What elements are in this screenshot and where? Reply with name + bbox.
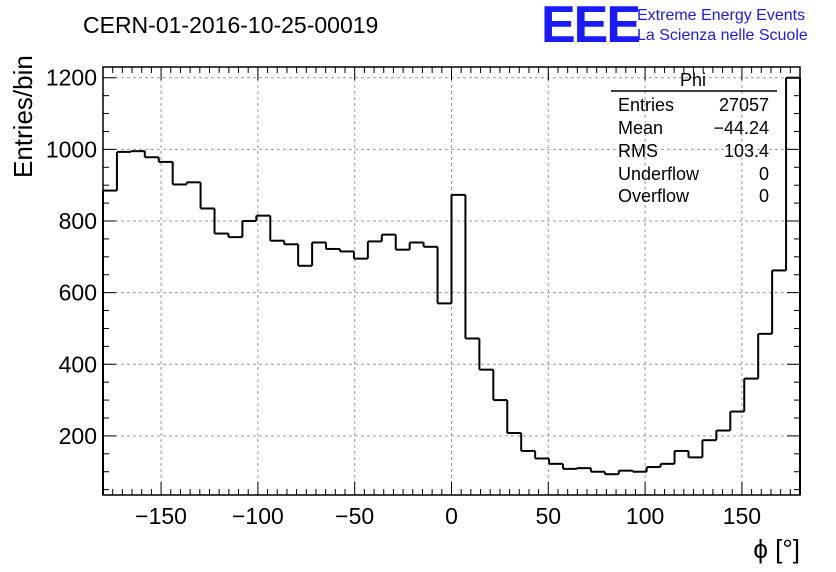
y-tick-labels: 200 400 600 800 1000 1200 bbox=[46, 65, 97, 449]
stats-label-underflow: Underflow bbox=[618, 164, 700, 184]
stats-label-rms: RMS bbox=[618, 141, 658, 161]
stats-value-rms: 103.4 bbox=[724, 141, 769, 161]
x-tick-label: −50 bbox=[335, 503, 374, 529]
stats-value-mean: −44.24 bbox=[713, 118, 769, 138]
y-tick-label: 800 bbox=[59, 208, 97, 234]
x-tick-labels: −150 −100 −50 0 50 100 150 bbox=[135, 503, 761, 529]
stats-value-entries: 27057 bbox=[719, 95, 769, 115]
x-tick-label: 50 bbox=[536, 503, 562, 529]
x-axis-label: ϕ [°] bbox=[753, 534, 800, 564]
y-tick-label: 600 bbox=[59, 280, 97, 306]
eee-logo: EEE bbox=[541, 0, 639, 54]
y-axis-label: Entries/bin bbox=[8, 55, 38, 178]
y-tick-label: 400 bbox=[59, 351, 97, 377]
logo-subtitle-line1: Extreme Energy Events bbox=[637, 7, 805, 24]
y-tick-label: 1000 bbox=[46, 136, 97, 162]
stats-label-mean: Mean bbox=[618, 118, 663, 138]
stats-value-underflow: 0 bbox=[759, 164, 769, 184]
x-tick-label: 0 bbox=[445, 503, 458, 529]
logo-subtitle-line2: La Scienza nelle Scuole bbox=[637, 27, 808, 44]
y-tick-label: 200 bbox=[59, 423, 97, 449]
stats-label-overflow: Overflow bbox=[618, 186, 690, 206]
run-title: CERN-01-2016-10-25-00019 bbox=[83, 12, 378, 38]
plot-frame bbox=[102, 66, 801, 496]
y-tick-label: 1200 bbox=[46, 65, 97, 91]
x-tick-label: −150 bbox=[135, 503, 187, 529]
x-tick-label: 150 bbox=[723, 503, 761, 529]
stats-value-overflow: 0 bbox=[759, 186, 769, 206]
x-tick-label: 100 bbox=[626, 503, 664, 529]
x-tick-label: −100 bbox=[232, 503, 284, 529]
stats-title: Phi bbox=[680, 70, 706, 90]
stats-label-entries: Entries bbox=[618, 95, 674, 115]
stats-box: Phi Entries 27057 Mean −44.24 RMS 103.4 … bbox=[611, 70, 777, 206]
